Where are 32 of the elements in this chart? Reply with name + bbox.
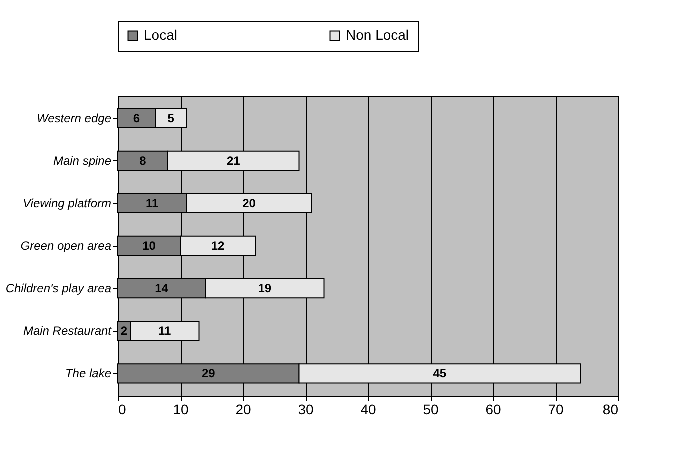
- y-tick-label: Western edge: [37, 111, 112, 126]
- x-tick-label: 70: [548, 402, 564, 418]
- data-label: 11: [158, 324, 172, 338]
- data-label: 8: [140, 154, 147, 168]
- y-tick-label: The lake: [65, 366, 112, 381]
- y-tick-label: Main spine: [53, 154, 112, 168]
- x-tick-label: 50: [423, 402, 439, 418]
- x-tick-label: 10: [173, 402, 189, 418]
- data-label: 29: [202, 366, 216, 381]
- data-label: 11: [146, 196, 160, 210]
- data-label: 21: [226, 154, 241, 168]
- data-label: 6: [133, 111, 140, 126]
- y-tick-label: Green open area: [20, 239, 112, 253]
- data-label: 14: [155, 282, 169, 296]
- y-tick-label: Children's play area: [6, 282, 112, 296]
- data-label: 5: [168, 111, 175, 126]
- x-tick-label: 40: [360, 402, 376, 418]
- x-tick-label: 20: [236, 402, 252, 418]
- data-label: 12: [211, 239, 225, 253]
- data-label: 45: [433, 366, 447, 381]
- y-tick-label: Viewing platform: [23, 196, 112, 210]
- y-tick-label: Main Restaurant: [23, 324, 112, 338]
- data-label: 19: [258, 282, 272, 296]
- data-label: 2: [120, 324, 128, 338]
- x-tick-label: 30: [298, 402, 314, 418]
- x-tick-label: 80: [602, 402, 619, 418]
- legend-label: Non Local: [346, 27, 410, 43]
- x-tick-label: 0: [118, 402, 126, 418]
- legend-label: Local: [144, 27, 178, 43]
- data-label: 20: [242, 196, 256, 210]
- data-label: 10: [142, 239, 156, 253]
- x-tick-label: 60: [486, 402, 502, 418]
